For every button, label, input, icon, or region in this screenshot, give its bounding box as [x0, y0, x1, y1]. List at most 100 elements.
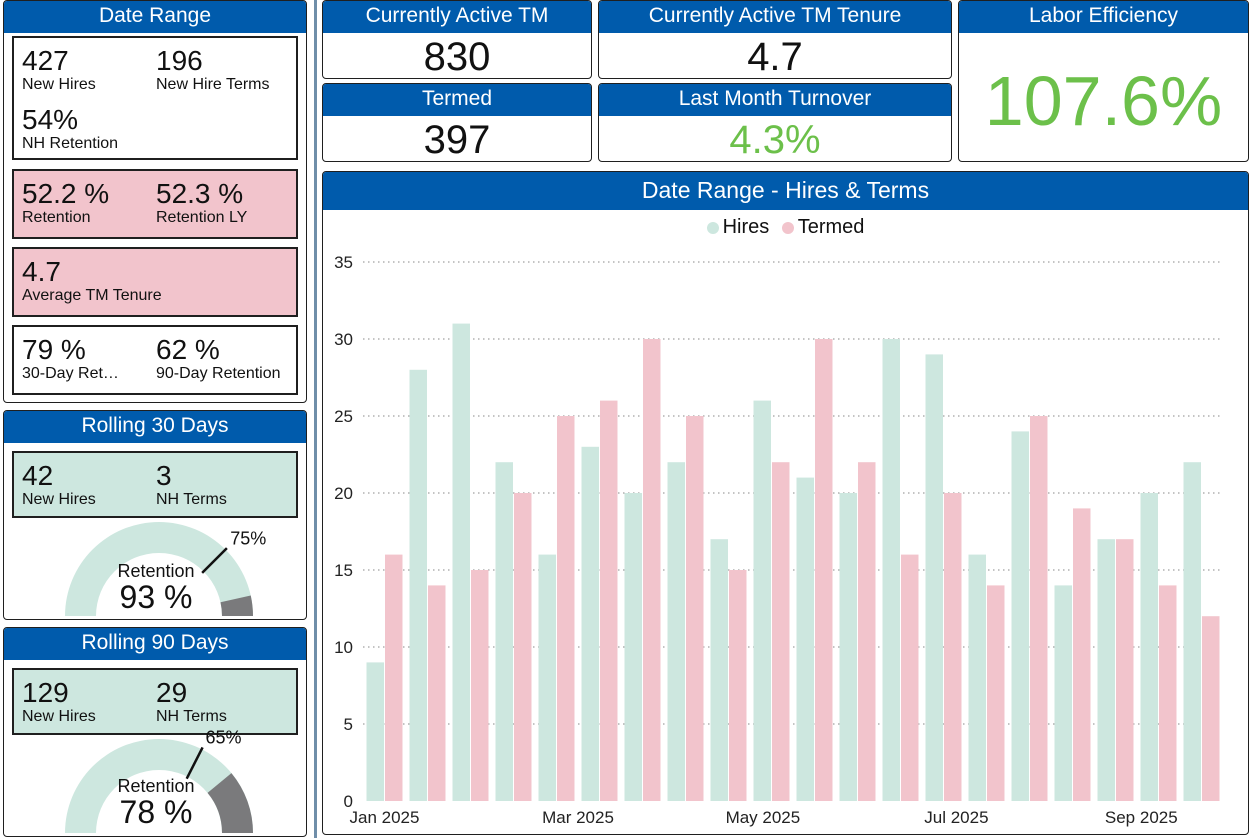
bar-hires[interactable]	[452, 323, 471, 801]
new-hire-terms-label: New Hire Terms	[156, 76, 270, 93]
retention-card[interactable]: 52.2 % Retention 52.3 % Retention LY	[12, 169, 298, 239]
bar-hires[interactable]	[667, 462, 686, 801]
kpi-active-tenure-title: Currently Active TM Tenure	[599, 1, 951, 33]
bar-hires[interactable]	[710, 539, 729, 801]
new-hires-card[interactable]: 427 New Hires 196 New Hire Terms 54% NH …	[12, 36, 298, 160]
bar-hires[interactable]	[968, 554, 987, 801]
bar-termed[interactable]	[729, 570, 747, 801]
bar-termed[interactable]	[514, 493, 532, 801]
bar-hires[interactable]	[1054, 585, 1073, 801]
bar-termed[interactable]	[901, 554, 919, 801]
retention-value: 52.2 %	[22, 178, 110, 209]
bar-hires[interactable]	[538, 554, 557, 801]
kpi-active-tm-title: Currently Active TM	[323, 1, 591, 33]
column-divider	[314, 0, 317, 838]
bar-termed[interactable]	[1073, 508, 1091, 801]
bar-hires[interactable]	[1011, 431, 1030, 801]
rolling-90-panel: Rolling 90 Days 129 New Hires 29 NH Term…	[3, 627, 307, 837]
bar-termed[interactable]	[987, 585, 1005, 801]
legend-termed[interactable]: Termed	[781, 216, 865, 239]
bar-hires[interactable]	[839, 493, 858, 801]
new-hires-label: New Hires	[22, 76, 96, 93]
x-tick-label: Jul 2025	[924, 808, 988, 827]
bar-hires[interactable]	[796, 477, 815, 801]
kpi-turnover-title: Last Month Turnover	[599, 84, 951, 116]
x-tick-label: Sep 2025	[1105, 808, 1178, 827]
x-tick-label: May 2025	[726, 808, 801, 827]
bar-termed[interactable]	[600, 400, 618, 801]
kpi-labor-efficiency[interactable]: Labor Efficiency 107.6%	[958, 0, 1249, 162]
kpi-active-tm[interactable]: Currently Active TM 830	[322, 0, 592, 79]
legend-hires-swatch	[706, 221, 719, 234]
bar-termed[interactable]	[428, 585, 446, 801]
bar-hires[interactable]	[925, 354, 944, 801]
bar-chart[interactable]: 0 5 10 15 20 25 30 35 Jan 2025 Mar 2025 May 2025 Ju…	[323, 172, 1248, 834]
gauge-value-arc	[220, 595, 253, 616]
ret-30-value: 79 %	[22, 334, 86, 365]
r90-new-hires-label: New Hires	[22, 708, 96, 725]
r90-new-hires-value: 129	[22, 677, 69, 708]
bar-termed[interactable]	[1030, 416, 1048, 801]
avg-tenure-value: 4.7	[22, 256, 61, 287]
kpi-labor-efficiency-title: Labor Efficiency	[959, 1, 1248, 33]
rolling-30-title: Rolling 30 Days	[4, 411, 306, 443]
kpi-termed-value: 397	[423, 118, 491, 162]
day-retention-card[interactable]: 79 % 30-Day Ret… 62 % 90-Day Retention	[12, 325, 298, 395]
bar-termed[interactable]	[815, 339, 833, 801]
x-tick-label: Mar 2025	[542, 808, 614, 827]
bar-hires[interactable]	[624, 493, 643, 801]
bar-hires[interactable]	[495, 462, 514, 801]
legend-termed-label: Termed	[797, 216, 865, 238]
bar-hires[interactable]	[1097, 539, 1116, 801]
bar-termed[interactable]	[1159, 585, 1177, 801]
r30-new-hires-label: New Hires	[22, 491, 96, 508]
r30-gauge-label: Retention	[117, 561, 195, 581]
nh-retention-label: NH Retention	[22, 135, 119, 152]
new-hire-terms-value: 196	[156, 45, 203, 76]
bar-termed[interactable]	[858, 462, 876, 801]
retention-gauge-90[interactable]: 65%	[4, 628, 307, 837]
kpi-termed-title: Termed	[323, 84, 591, 116]
kpi-termed[interactable]: Termed 397	[322, 83, 592, 162]
retention-gauge-30[interactable]: 75%	[4, 411, 307, 620]
rolling-90-title: Rolling 90 Days	[4, 628, 306, 660]
legend-hires[interactable]: Hires	[706, 216, 769, 239]
bar-termed[interactable]	[1116, 539, 1134, 801]
date-range-title: Date Range	[4, 1, 306, 33]
gauge-target-label: 65%	[205, 728, 241, 748]
bar-hires[interactable]	[409, 369, 428, 801]
bar-hires[interactable]	[1140, 493, 1159, 801]
bar-termed[interactable]	[1202, 616, 1220, 801]
bar-termed[interactable]	[643, 339, 661, 801]
bar-hires[interactable]	[882, 339, 901, 801]
y-tick-label: 5	[344, 715, 353, 734]
kpi-turnover-value: 4.3%	[729, 118, 821, 162]
r90-nh-terms-label: NH Terms	[156, 708, 227, 725]
new-hires-value: 427	[22, 45, 69, 76]
kpi-labor-efficiency-value: 107.6%	[984, 62, 1223, 140]
r90-nh-terms-value: 29	[156, 677, 188, 708]
bar-termed[interactable]	[557, 416, 575, 801]
bar-termed[interactable]	[944, 493, 962, 801]
gauge-target-marker	[185, 746, 204, 780]
kpi-active-tm-value: 830	[423, 35, 491, 79]
avg-tenure-label: Average TM Tenure	[22, 287, 162, 304]
bar-termed[interactable]	[385, 554, 403, 801]
r30-gauge-value: 93 %	[119, 579, 193, 615]
bar-termed[interactable]	[686, 416, 704, 801]
kpi-active-tenure[interactable]: Currently Active TM Tenure 4.7	[598, 0, 952, 79]
bar-termed[interactable]	[471, 570, 489, 801]
bar-hires[interactable]	[1183, 462, 1202, 801]
rolling-30-card[interactable]: 42 New Hires 3 NH Terms	[12, 451, 298, 518]
retention-ly-label: Retention LY	[156, 209, 248, 226]
r90-gauge-value: 78 %	[119, 794, 193, 830]
rolling-90-card[interactable]: 129 New Hires 29 NH Terms	[12, 668, 298, 735]
bar-termed[interactable]	[772, 462, 790, 801]
y-tick-label: 15	[334, 561, 353, 580]
kpi-last-month-turnover[interactable]: Last Month Turnover 4.3%	[598, 83, 952, 162]
avg-tenure-card[interactable]: 4.7 Average TM Tenure	[12, 247, 298, 317]
r30-new-hires-value: 42	[22, 460, 54, 491]
bar-hires[interactable]	[753, 400, 772, 801]
bar-hires[interactable]	[366, 662, 385, 801]
bar-hires[interactable]	[581, 446, 600, 801]
